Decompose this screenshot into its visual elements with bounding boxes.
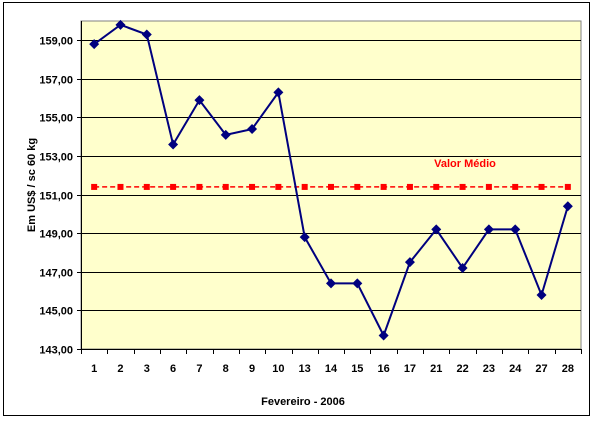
y-tick-label: 143,00 [39,345,73,357]
y-tick-label: 157,00 [39,75,73,87]
x-tick-label: 10 [272,363,284,375]
average-point [328,183,334,190]
average-point [170,183,177,190]
price-point [168,139,179,150]
price-point [326,278,336,289]
price-point [536,289,547,300]
average-point [222,183,229,190]
gridlines [81,21,581,350]
x-tick-label: 27 [535,363,547,375]
y-tick-label: 149,00 [39,229,73,241]
average-point [117,183,124,190]
average-point [512,183,519,190]
y-tick-label: 159,00 [39,36,73,48]
y-tick-label: 147,00 [39,268,73,280]
average-point [354,183,361,190]
price-point [89,39,100,50]
average-point [249,183,256,190]
y-axis-ticks: 143,00 145,00 147,00 149,00 151,00 153,00 155,… [39,36,81,357]
x-tick-label: 1 [91,363,97,375]
average-point [380,183,387,190]
average-annotation: Valor Médio [434,158,496,170]
x-tick-label: 7 [196,363,202,375]
x-tick-label: 21 [430,363,442,375]
price-point [352,278,363,289]
average-point [433,183,440,190]
price-point [194,95,205,106]
x-tick-label: 24 [509,363,522,375]
price-point [431,224,442,235]
x-tick-label: 8 [223,363,229,375]
x-tick-label: 28 [562,363,574,375]
x-tick-label: 14 [325,363,338,375]
price-point [510,224,521,235]
average-point [301,183,308,190]
x-tick-label: 3 [144,363,150,375]
price-point [378,330,389,341]
price-point [299,232,310,243]
x-tick-label: 17 [404,363,416,375]
price-point [115,19,126,30]
x-tick-label: 2 [117,363,123,375]
x-tick-label: 15 [351,363,363,375]
average-point [564,183,571,190]
average-point [459,183,466,190]
price-point [404,257,415,268]
average-point [143,183,150,190]
y-tick-label: 153,00 [39,152,73,164]
price-point [141,29,152,40]
x-tick-label: 23 [483,363,495,375]
y-tick-label: 145,00 [39,306,73,318]
average-point [196,183,203,190]
y-axis-label: Em US$ / sc 60 kg [26,138,38,232]
average-point [485,183,492,190]
x-axis-label: Fevereiro - 2006 [261,396,345,408]
average-point [275,183,282,190]
series-markers [89,19,573,341]
x-tick-label: 22 [456,363,468,375]
price-point [273,87,284,98]
x-tick-label: 13 [299,363,311,375]
y-tick-label: 155,00 [39,113,73,125]
x-tick-label: 9 [249,363,255,375]
price-point [457,262,468,273]
average-point [538,183,545,190]
price-point [247,124,258,135]
x-tick-label: 6 [170,363,176,375]
x-axis-ticks: 1 2 3 6 7 8 9 10 13 14 15 16 17 21 22 23 24 27 28 [81,349,582,375]
average-point [91,183,98,190]
y-tick-label: 151,00 [39,191,73,203]
x-tick-label: 16 [378,363,390,375]
price-point [483,224,494,235]
average-point [406,183,413,190]
price-point [220,129,231,140]
price-point [562,201,573,212]
